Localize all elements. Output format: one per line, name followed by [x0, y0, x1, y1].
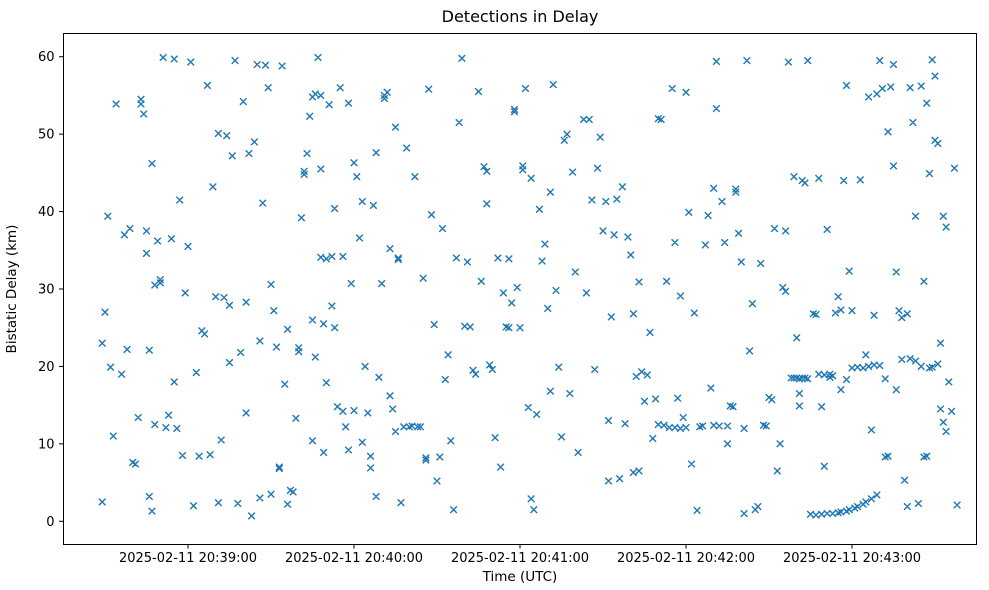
- scatter-points: [98, 53, 961, 520]
- x-tick-label: 2025-02-11 20:39:00: [119, 551, 257, 566]
- y-tick-label: 30: [38, 283, 55, 298]
- y-tick-label: 50: [38, 128, 55, 143]
- y-tick-label: 0: [46, 515, 54, 530]
- x-tick-label: 2025-02-11 20:42:00: [617, 551, 755, 566]
- x-tick-label: 2025-02-11 20:41:00: [451, 551, 589, 566]
- y-tick-label: 60: [38, 50, 55, 65]
- axes-border: [63, 33, 977, 545]
- chart-title: Detections in Delay: [442, 7, 599, 26]
- tick-layer: 2025-02-11 20:39:00 2025-02-11 20:40:00 20…: [38, 50, 921, 566]
- y-axis-label: Bistatic Delay (km): [4, 225, 20, 354]
- y-tick-label: 10: [38, 437, 55, 452]
- y-tick-label: 20: [38, 360, 55, 375]
- x-axis-label: Time (UTC): [482, 569, 558, 585]
- x-tick-label: 2025-02-11 20:40:00: [285, 551, 423, 566]
- y-tick-label: 40: [38, 205, 55, 220]
- marker-layer: [98, 53, 961, 520]
- x-tick-label: 2025-02-11 20:43:00: [783, 551, 921, 566]
